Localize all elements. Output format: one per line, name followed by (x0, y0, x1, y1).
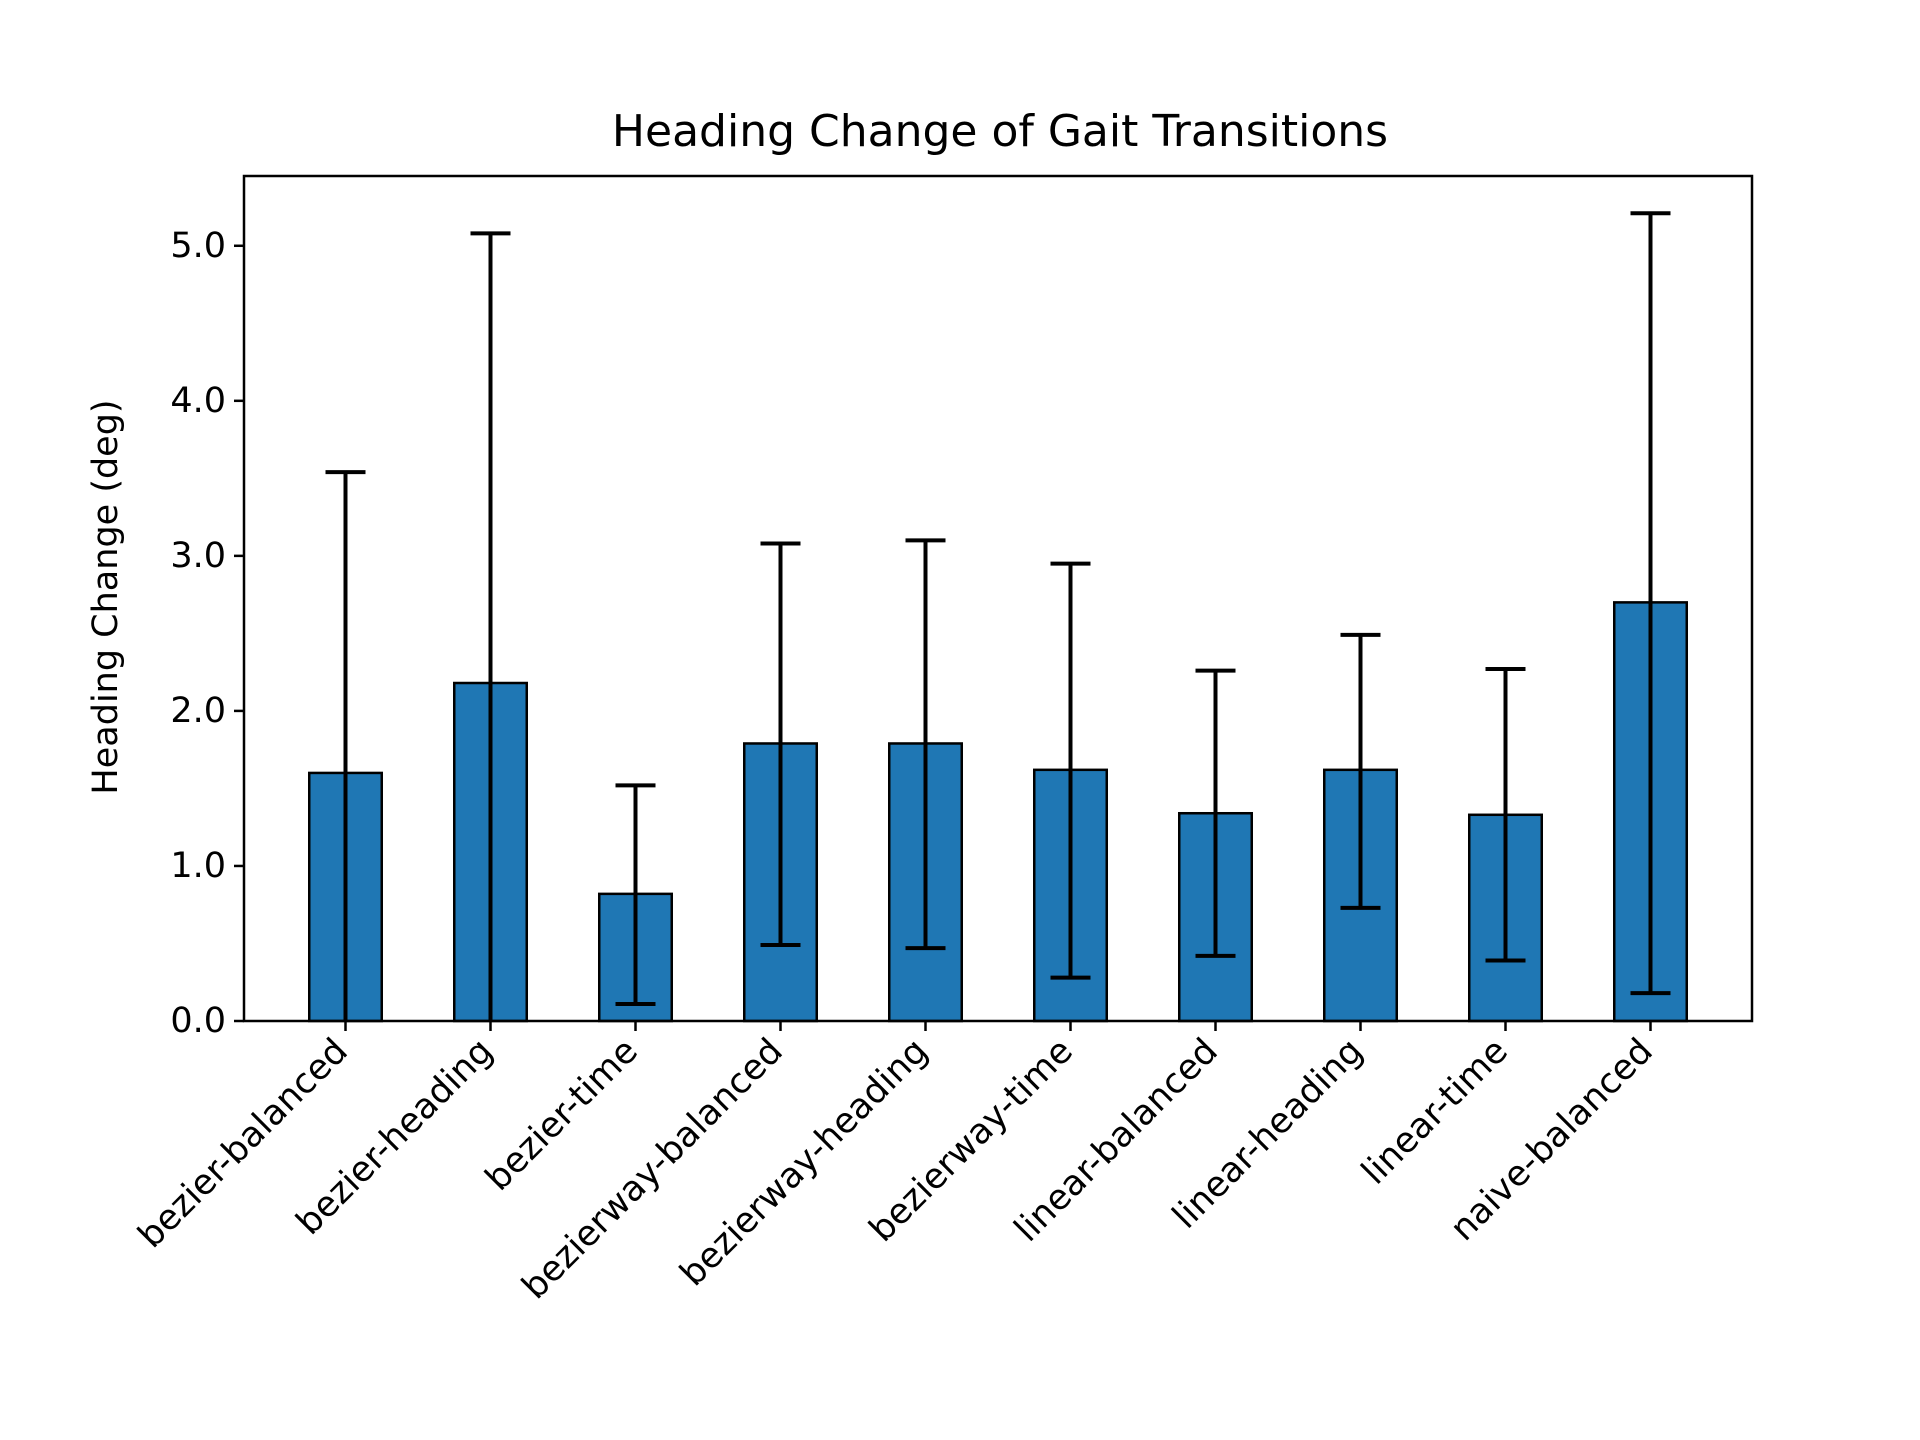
x-tick-label: bezierway-balanced (515, 1031, 791, 1307)
y-tick-label: 5.0 (170, 226, 226, 266)
y-tick-label: 3.0 (170, 536, 226, 576)
y-axis: 0.0 1.0 2.0 3.0 4.0 5.0 (170, 226, 244, 1041)
chart-title: Heading Change of Gait Transitions (612, 106, 1388, 157)
plot-frame (242, 174, 1754, 1023)
x-tick-label: linear-time (1354, 1031, 1516, 1193)
y-tick-label: 0.0 (170, 1001, 226, 1041)
x-axis: bezier-balancedbezier-headingbezier-time… (131, 1021, 1661, 1307)
errorbars-layer (325, 211, 1671, 1021)
bars-layer (308, 601, 1688, 1023)
y-tick-label: 4.0 (170, 381, 226, 421)
y-tick-label: 1.0 (170, 846, 226, 886)
y-axis-label: Heading Change (deg) (86, 399, 126, 794)
x-tick-label: bezierway-heading (673, 1031, 936, 1294)
y-tick-label: 2.0 (170, 691, 226, 731)
